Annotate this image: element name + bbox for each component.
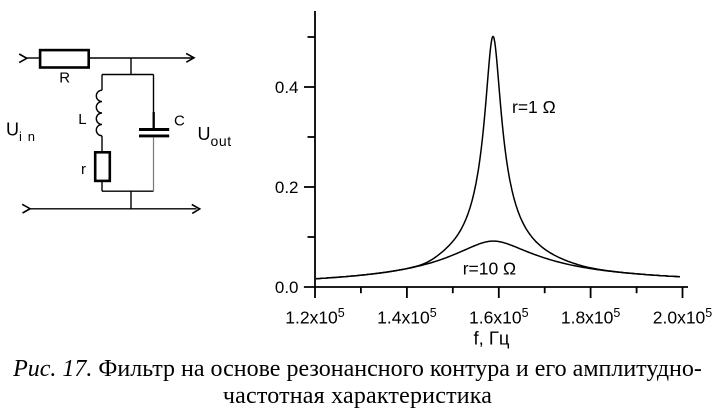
svg-text:r=10 Ω: r=10 Ω xyxy=(463,258,516,278)
svg-text:1.2x105: 1.2x105 xyxy=(285,306,345,327)
svg-text:0.4: 0.4 xyxy=(275,78,299,97)
svg-text:C: C xyxy=(174,112,185,129)
svg-text:1.8x105: 1.8x105 xyxy=(561,306,621,327)
svg-text:Uout: Uout xyxy=(198,124,232,149)
svg-text:2.0x105: 2.0x105 xyxy=(653,306,713,327)
svg-text:Ui n: Ui n xyxy=(6,120,36,145)
svg-text:1.6x105: 1.6x105 xyxy=(469,306,529,327)
svg-text:f, Гц: f, Гц xyxy=(473,327,509,348)
svg-text:r: r xyxy=(81,161,86,178)
svg-text:L: L xyxy=(78,111,86,128)
svg-text:R: R xyxy=(59,70,70,87)
svg-text:0.2: 0.2 xyxy=(275,178,299,197)
svg-text:0.0: 0.0 xyxy=(275,278,299,297)
svg-text:r=1 Ω: r=1 Ω xyxy=(512,97,556,117)
svg-text:1.4x105: 1.4x105 xyxy=(377,306,437,327)
